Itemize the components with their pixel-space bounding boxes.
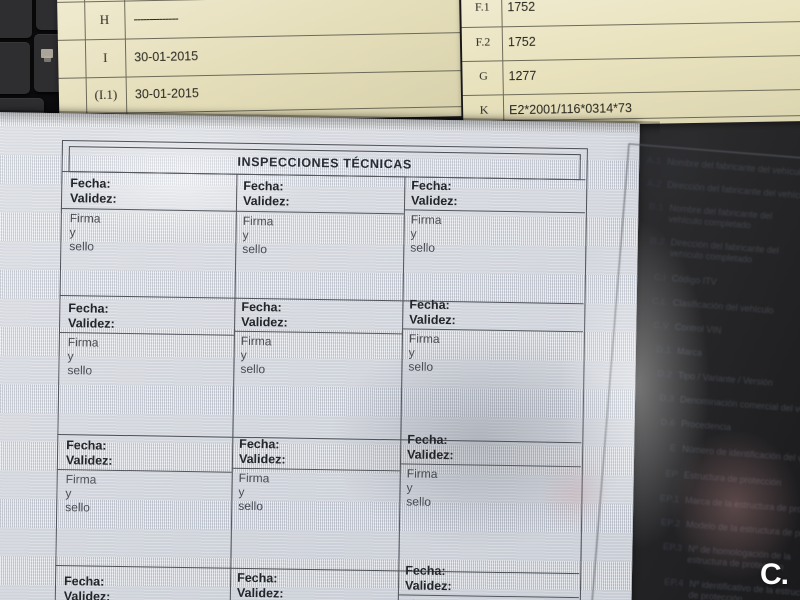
cell-fecha-label: Fecha: <box>63 574 105 589</box>
ficha-left-row-value: 30-01-2015 <box>134 49 199 65</box>
legend-code: C.V <box>652 319 670 333</box>
cell-firma-label: Firma y sello <box>238 470 270 514</box>
ficha-right-row-code: G <box>479 68 488 83</box>
legend-code: EP.4 <box>663 576 684 590</box>
legend-code: EP.2 <box>660 517 681 530</box>
cell-fecha-label: Fecha: <box>405 563 446 579</box>
cell-validez-label: Validez: <box>68 316 115 331</box>
cell-fecha-label: Fecha: <box>407 432 448 448</box>
cell-validez-label: Validez: <box>406 447 454 463</box>
ficha-tecnica-right-sheet: F.1 1752 F.2 1752 G 1277 K E2*2001/116*0… <box>460 0 800 128</box>
ficha-right-row-code: F.2 <box>475 34 491 49</box>
table-title: INSPECCIONES TÉCNICAS <box>237 154 412 172</box>
keyboard-key-legend-icon <box>41 49 53 58</box>
cell-fecha-label: Fecha: <box>70 176 111 191</box>
cell-validez-label: Validez: <box>65 453 113 468</box>
legend-code: EP.1 <box>659 493 680 506</box>
ficha-right-row-value: 1752 <box>507 34 536 50</box>
legend-code: EP <box>664 468 679 481</box>
cell-fecha-label: Fecha: <box>239 436 280 452</box>
cell-firma-label: Firma y sello <box>240 333 272 377</box>
cell-fecha-label: Fecha: <box>411 178 452 194</box>
cell-validez-label: Validez: <box>410 193 458 209</box>
legend-code: B.1 <box>648 201 664 214</box>
cell-fecha-label: Fecha: <box>66 438 107 453</box>
legend-code: B.2 <box>649 235 666 248</box>
keyboard-key <box>0 42 30 94</box>
cell-firma-label: Firma y sello <box>410 212 442 255</box>
cell-firma-label: Firma y sello <box>406 466 438 509</box>
keyboard-key <box>0 0 32 38</box>
cell-firma-label: Firma y sello <box>67 335 99 378</box>
cell-validez-label: Validez: <box>238 451 286 467</box>
ficha-left-row-value: -------------- <box>133 11 178 27</box>
cell-fecha-label: Fecha: <box>237 570 278 586</box>
ficha-right-row-code: K <box>479 102 489 117</box>
legend-code: C.L <box>651 295 668 308</box>
cell-firma-label: Firma y sello <box>69 211 101 254</box>
cell-firma-label: Firma y sello <box>65 472 97 515</box>
ficha-right-row-value: E2*2001/116*0314*73 <box>508 101 633 118</box>
cell-fecha-label: Fecha: <box>241 299 282 315</box>
legend-code: E <box>669 442 677 455</box>
cell-firma-label: Firma y sello <box>242 213 274 257</box>
cell-validez-label: Validez: <box>409 312 456 328</box>
ficha-tecnica-left-sheet: H -------------- I 30-01-2015 (I.1) 30-0… <box>56 0 462 124</box>
legend-code: EP.3 <box>662 541 683 554</box>
ficha-right-row-value: 1277 <box>508 68 537 84</box>
legend-code: A.2 <box>646 177 662 191</box>
legend-code: A.1 <box>645 154 662 168</box>
watermark-logo: C. <box>760 558 789 591</box>
cell-validez-label: Validez: <box>69 191 117 206</box>
legend-code: D.6 <box>659 416 676 430</box>
legend-code: D.3 <box>658 392 675 405</box>
legend-text: Marca <box>676 345 703 358</box>
cell-validez-label: Validez: <box>242 193 290 209</box>
ficha-left-row-value: 30-01-2015 <box>134 86 200 102</box>
cell-fecha-label: Fecha: <box>68 301 109 316</box>
cell-fecha-label: Fecha: <box>409 297 450 313</box>
cell-validez-label: Validez: <box>63 589 111 600</box>
cell-validez-label: Validez: <box>241 314 288 330</box>
legend-code: D.1 <box>655 344 672 357</box>
ficha-left-row-code: I <box>102 49 108 65</box>
cell-validez-label: Validez: <box>404 578 452 594</box>
cell-validez-label: Validez: <box>236 585 284 600</box>
legend-code: C.I <box>653 271 667 284</box>
legend-code: D.2 <box>656 368 673 381</box>
ficha-right-row-code: F.1 <box>474 0 490 14</box>
cell-fecha-label: Fecha: <box>243 178 284 194</box>
ficha-left-row-code: H <box>99 11 110 28</box>
cell-firma-label: Firma y sello <box>408 331 440 374</box>
keyboard-key-legend-icon <box>44 56 51 62</box>
ficha-left-row-code: (I.1) <box>94 86 118 103</box>
ficha-right-row-value: 1752 <box>507 0 536 15</box>
